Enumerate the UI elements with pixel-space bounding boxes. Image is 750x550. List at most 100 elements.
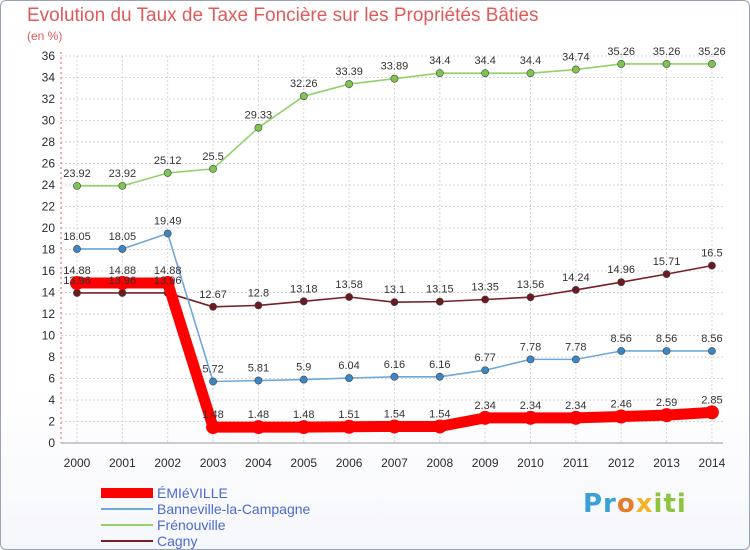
y-tick-label: 2 xyxy=(48,415,55,429)
data-label-banneville-la-campagne: 5.72 xyxy=(202,364,223,376)
data-label-frenouville: 35.26 xyxy=(698,46,726,58)
data-point-frenouville xyxy=(662,60,671,68)
data-label-emieville: 1.54 xyxy=(429,408,450,420)
y-tick-label: 22 xyxy=(42,200,56,214)
data-point-frenouville xyxy=(118,181,127,190)
x-tick-label: 2001 xyxy=(109,456,136,470)
data-point-cagny xyxy=(435,297,444,306)
data-label-cagny: 12.8 xyxy=(248,287,269,299)
legend-swatch xyxy=(101,524,153,526)
legend-swatch xyxy=(101,540,153,542)
chart-title: Evolution du Taux de Taxe Foncière sur l… xyxy=(27,5,539,26)
x-tick-label: 2003 xyxy=(200,456,227,470)
data-point-banneville-la-campagne xyxy=(118,245,127,253)
data-label-cagny: 14.96 xyxy=(607,264,635,276)
data-point-frenouville xyxy=(708,60,716,68)
data-point-emieville xyxy=(70,276,84,291)
x-tick-label: 2000 xyxy=(64,456,91,470)
data-label-banneville-la-campagne: 6.77 xyxy=(474,352,495,364)
data-point-cagny xyxy=(209,302,217,311)
data-point-banneville-la-campagne xyxy=(209,377,217,386)
data-label-banneville-la-campagne: 6.16 xyxy=(384,359,405,371)
data-label-emieville: 1.48 xyxy=(293,409,314,421)
data-label-frenouville: 34.4 xyxy=(520,55,541,67)
data-label-emieville: 2.34 xyxy=(520,400,541,412)
data-label-banneville-la-campagne: 19.49 xyxy=(154,215,182,227)
data-label-emieville: 1.48 xyxy=(202,409,223,421)
x-tick-label: 2013 xyxy=(653,456,680,470)
data-point-cagny xyxy=(390,298,399,307)
y-tick-label: 0 xyxy=(48,436,55,450)
x-tick-label: 2008 xyxy=(426,456,453,470)
data-point-emieville xyxy=(523,410,538,425)
y-tick-label: 36 xyxy=(42,49,56,63)
data-point-emieville xyxy=(296,420,311,435)
data-label-emieville: 2.59 xyxy=(656,397,677,409)
data-label-banneville-la-campagne: 8.56 xyxy=(610,333,631,345)
data-label-cagny: 14.24 xyxy=(562,272,590,284)
data-label-cagny: 13.1 xyxy=(384,284,405,296)
legend-item: Frénouville xyxy=(101,517,401,533)
data-point-banneville-la-campagne xyxy=(299,375,308,384)
x-tick-label: 2010 xyxy=(517,456,544,470)
y-tick-label: 16 xyxy=(42,264,56,278)
data-label-frenouville: 23.92 xyxy=(63,168,91,180)
legend: ÉMIéVILLE Banneville-la-Campagne Frénouvil… xyxy=(101,485,401,549)
data-point-banneville-la-campagne xyxy=(73,245,81,253)
data-label-frenouville: 29.33 xyxy=(245,110,273,122)
data-label-cagny: 13.58 xyxy=(335,279,363,291)
x-tick-label: 2012 xyxy=(608,456,635,470)
data-point-emieville xyxy=(704,405,719,420)
data-point-cagny xyxy=(571,286,580,294)
data-point-emieville xyxy=(387,419,402,434)
data-point-cagny xyxy=(617,278,626,287)
legend-label: Frénouville xyxy=(157,517,226,533)
series-layer xyxy=(70,60,719,435)
data-label-frenouville: 33.39 xyxy=(335,66,363,78)
data-label-banneville-la-campagne: 8.56 xyxy=(701,333,722,345)
data-point-banneville-la-campagne xyxy=(617,347,626,355)
y-tick-label: 4 xyxy=(48,393,55,407)
data-point-emieville xyxy=(342,419,357,434)
data-point-emieville xyxy=(659,408,674,423)
data-label-cagny: 13.18 xyxy=(290,283,318,295)
data-point-frenouville xyxy=(254,123,263,132)
data-point-frenouville xyxy=(617,60,626,68)
data-point-cagny xyxy=(662,270,671,279)
data-point-cagny xyxy=(526,293,535,302)
data-point-banneville-la-campagne xyxy=(254,376,263,385)
data-label-frenouville: 34.74 xyxy=(562,52,590,64)
data-label-banneville-la-campagne: 6.04 xyxy=(338,360,359,372)
data-point-frenouville xyxy=(435,69,444,78)
grid-layer xyxy=(61,55,723,444)
data-label-frenouville: 34.4 xyxy=(474,55,495,67)
data-point-emieville xyxy=(478,410,493,425)
data-label-emieville: 1.54 xyxy=(384,408,405,420)
data-point-emieville xyxy=(432,419,447,434)
legend-item: Banneville-la-Campagne xyxy=(101,501,401,517)
data-label-frenouville: 25.12 xyxy=(154,155,182,167)
data-label-banneville-la-campagne: 18.05 xyxy=(63,231,91,243)
data-label-frenouville: 25.5 xyxy=(202,151,223,163)
legend-item: ÉMIéVILLE xyxy=(101,485,401,501)
data-label-cagny: 16.5 xyxy=(701,248,722,260)
x-tick-label: 2005 xyxy=(290,456,317,470)
data-point-banneville-la-campagne xyxy=(390,372,399,381)
y-tick-label: 18 xyxy=(42,243,56,257)
x-tick-label: 2007 xyxy=(381,456,408,470)
data-label-cagny: 13.35 xyxy=(471,281,499,293)
x-tick-label: 2006 xyxy=(336,456,363,470)
data-point-frenouville xyxy=(571,65,580,74)
data-label-frenouville: 23.92 xyxy=(109,168,137,180)
data-label-emieville: 14.88 xyxy=(109,265,137,277)
data-label-emieville: 14.88 xyxy=(63,265,91,277)
data-point-frenouville xyxy=(526,69,535,78)
x-tick-label: 2014 xyxy=(699,456,726,470)
data-label-frenouville: 32.26 xyxy=(290,78,318,90)
data-point-emieville xyxy=(568,410,583,425)
x-tick-label: 2011 xyxy=(563,456,589,470)
legend-swatch xyxy=(101,488,153,498)
data-point-emieville xyxy=(115,276,130,291)
y-tick-label: 28 xyxy=(42,135,56,149)
